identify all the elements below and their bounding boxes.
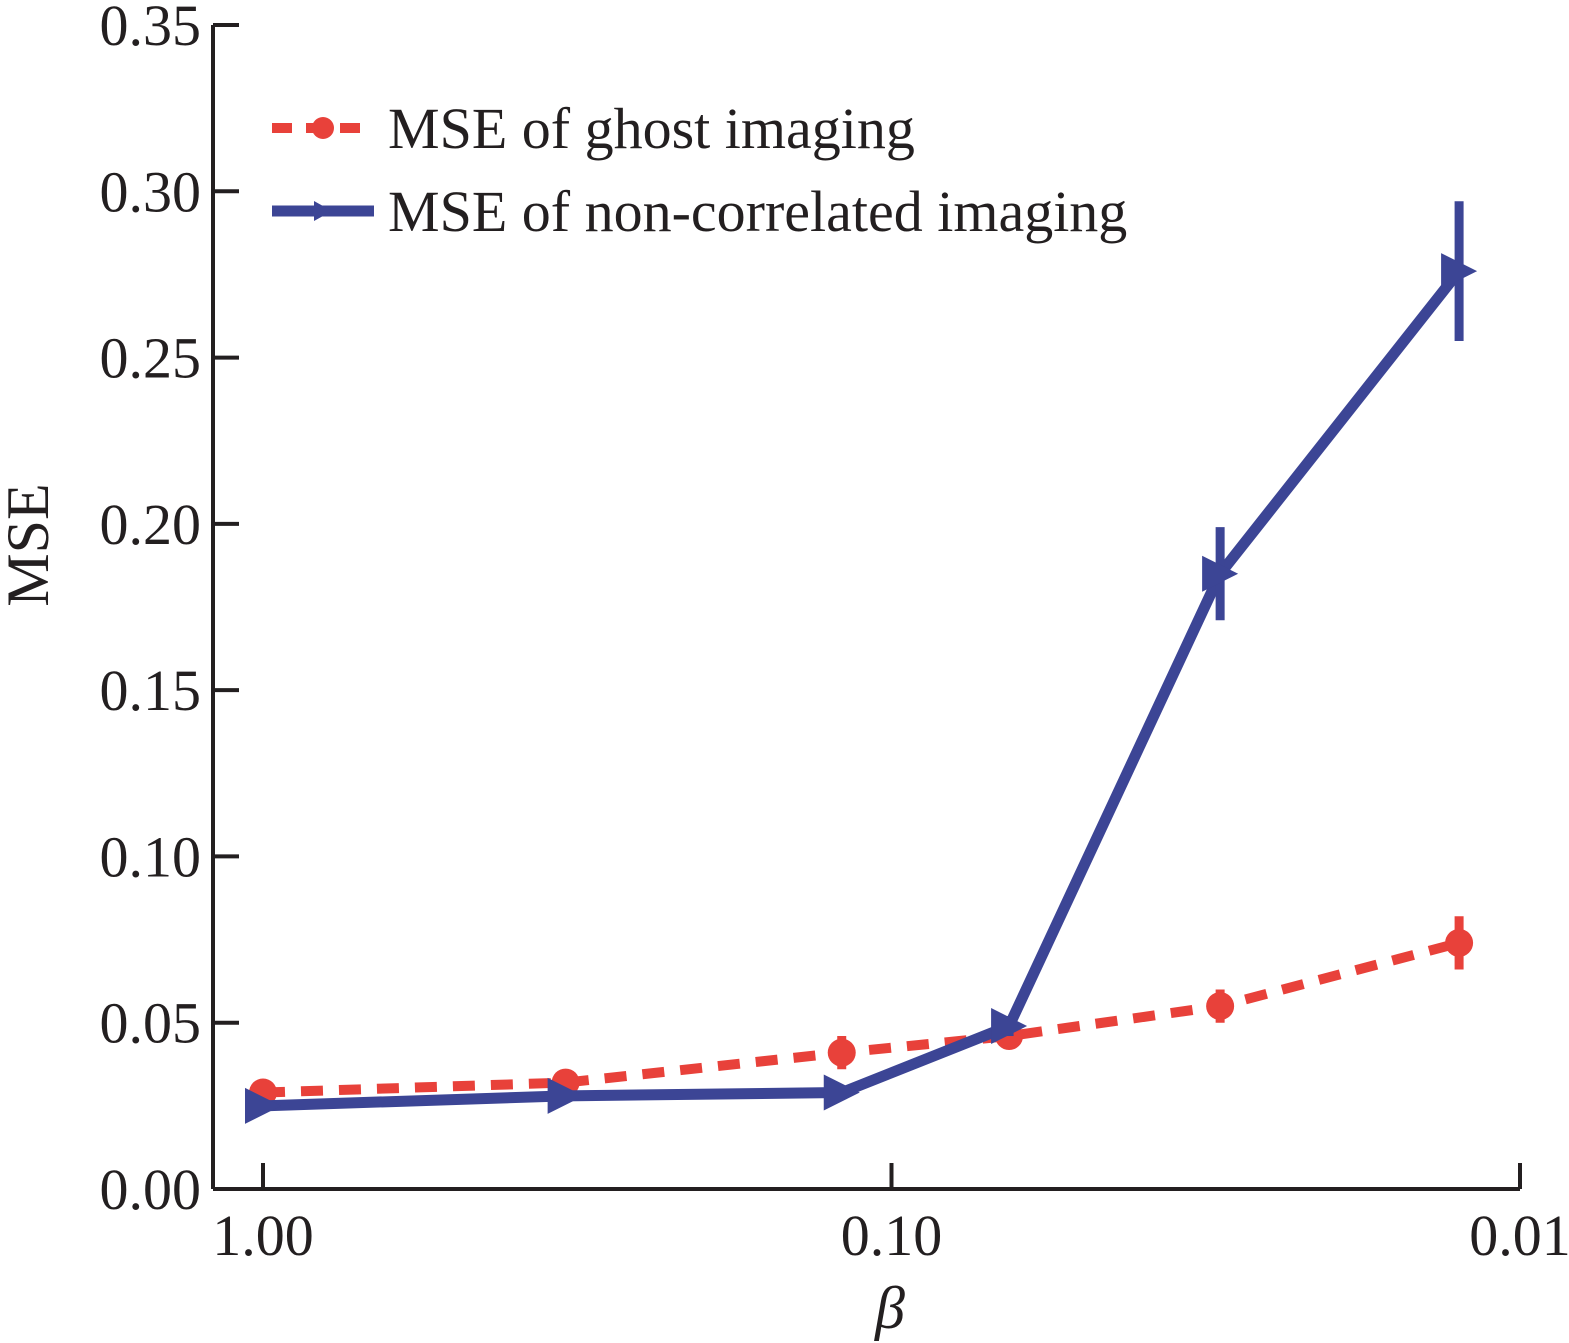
legend-entry-1: MSE of ghost imaging — [272, 96, 915, 161]
series-layer — [245, 201, 1478, 1124]
x-axis-title: β — [874, 1275, 905, 1341]
data-point — [245, 1087, 281, 1124]
x-tick-label: 0.01 — [1469, 1203, 1569, 1268]
data-point — [1445, 928, 1474, 957]
legend: MSE of ghost imaging MSE of non-correlate… — [272, 96, 1127, 244]
legend-swatch-marker — [312, 117, 334, 139]
y-tick-label: 0.25 — [100, 326, 202, 391]
axes: 0.00 0.05 0.10 0.15 0.20 0.25 0.30 0.35 1.00 0.10… — [100, 0, 1569, 1268]
data-point — [827, 1038, 856, 1067]
y-tick-label: 0.30 — [100, 159, 202, 224]
data-point — [1206, 992, 1235, 1021]
data-point — [823, 1074, 860, 1111]
data-point — [991, 1008, 1028, 1045]
y-tick-label: 0.05 — [100, 991, 202, 1056]
data-point — [1441, 253, 1478, 290]
x-tick-label: 0.10 — [841, 1203, 943, 1268]
series-1 — [249, 916, 1474, 1107]
y-tick-label: 0.35 — [100, 0, 202, 58]
y-tick-label: 0.20 — [100, 492, 202, 557]
data-point — [1202, 555, 1239, 592]
series-line — [262, 267, 1464, 1112]
y-tick-label: 0.15 — [100, 658, 202, 723]
y-axis-title: MSE — [0, 483, 61, 606]
series-2 — [245, 201, 1478, 1124]
x-tick-label: 1.00 — [212, 1203, 314, 1268]
legend-label: MSE of non-correlated imaging — [388, 179, 1127, 244]
data-point — [547, 1077, 584, 1114]
y-tick-label: 0.10 — [100, 824, 202, 889]
series-line — [262, 938, 1461, 1098]
y-tick-label: 0.00 — [100, 1157, 202, 1222]
legend-entry-2: MSE of non-correlated imaging — [272, 179, 1127, 244]
legend-swatch-marker — [314, 201, 332, 221]
legend-label: MSE of ghost imaging — [388, 96, 915, 161]
